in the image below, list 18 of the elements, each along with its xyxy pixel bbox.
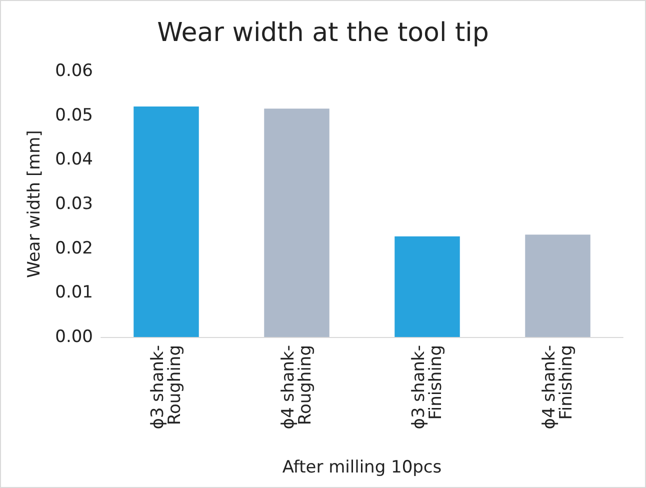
y-tick-label: 0.00 <box>55 327 93 347</box>
bar <box>264 108 330 337</box>
chart-title: Wear width at the tool tip <box>157 18 489 48</box>
x-tick-label: ϕ4 shank-Finishing <box>539 345 576 430</box>
x-tick-label: ϕ3 shank-Roughing <box>148 345 185 430</box>
bar <box>525 234 590 337</box>
y-tick-label: 0.01 <box>55 282 93 303</box>
bar <box>134 106 199 337</box>
y-tick-label: 0.05 <box>55 105 93 126</box>
y-tick-label: 0.04 <box>55 150 93 170</box>
y-tick-label: 0.02 <box>55 238 93 258</box>
y-axis-title: Wear width [mm] <box>24 130 44 278</box>
x-axis-title: After milling 10pcs <box>282 458 442 478</box>
bar <box>394 236 460 337</box>
y-tick-label: 0.03 <box>55 194 93 214</box>
x-tick-label: ϕ3 shank-Finishing <box>408 345 446 430</box>
x-tick-label: ϕ4 shank-Roughing <box>278 345 316 430</box>
y-tick-label: 0.06 <box>55 61 93 81</box>
